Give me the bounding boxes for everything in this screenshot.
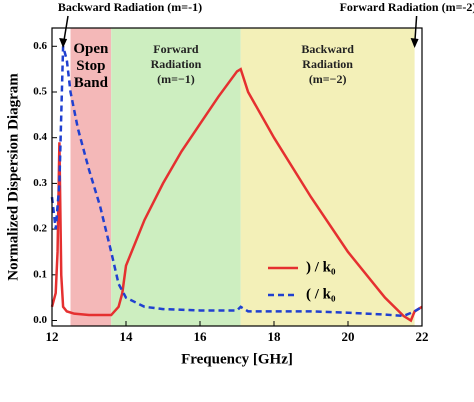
- y-tick-label: 0.5: [33, 86, 47, 98]
- series-line: [50, 67, 423, 323]
- x-tick-label: 18: [268, 329, 282, 344]
- x-axis-label: Frequency [GHz]: [181, 351, 293, 367]
- legend-label: ) / k₀: [306, 259, 336, 275]
- y-tick-label: 0.6: [33, 40, 47, 52]
- y-tick-label: 0.3: [33, 177, 47, 189]
- region: [240, 28, 415, 326]
- annotation: Backward Radiation (m=-1): [58, 0, 202, 14]
- region-label: Open Stop Band: [73, 41, 109, 91]
- arrow-head: [59, 38, 68, 48]
- series-line: [50, 45, 423, 318]
- region: [111, 28, 241, 326]
- region: [70, 28, 112, 326]
- x-tick-label: 20: [342, 329, 355, 344]
- region-label: Backward Radiation (m=−2): [301, 42, 354, 86]
- y-tick-label: 0.4: [33, 131, 47, 143]
- region-label: Forward Radiation (m=−1): [151, 42, 202, 86]
- y-tick-label: 0.2: [33, 223, 47, 235]
- x-tick-label: 16: [194, 329, 208, 344]
- x-tick-label: 12: [46, 329, 59, 344]
- arrow-head: [410, 38, 419, 48]
- plot-frame: [51, 27, 423, 327]
- y-tick-label: 0.1: [33, 268, 47, 280]
- background: [70, 28, 415, 326]
- y-axis-label: Normalized Dispersion Diagram: [5, 73, 21, 281]
- x-tick-label: 14: [120, 329, 134, 344]
- legend-label: ( / k₀: [306, 286, 336, 302]
- x-tick-label: 22: [416, 329, 429, 344]
- y-tick-label: 0.0: [33, 314, 47, 326]
- annotation: Forward Radiation (m=-2): [340, 0, 474, 14]
